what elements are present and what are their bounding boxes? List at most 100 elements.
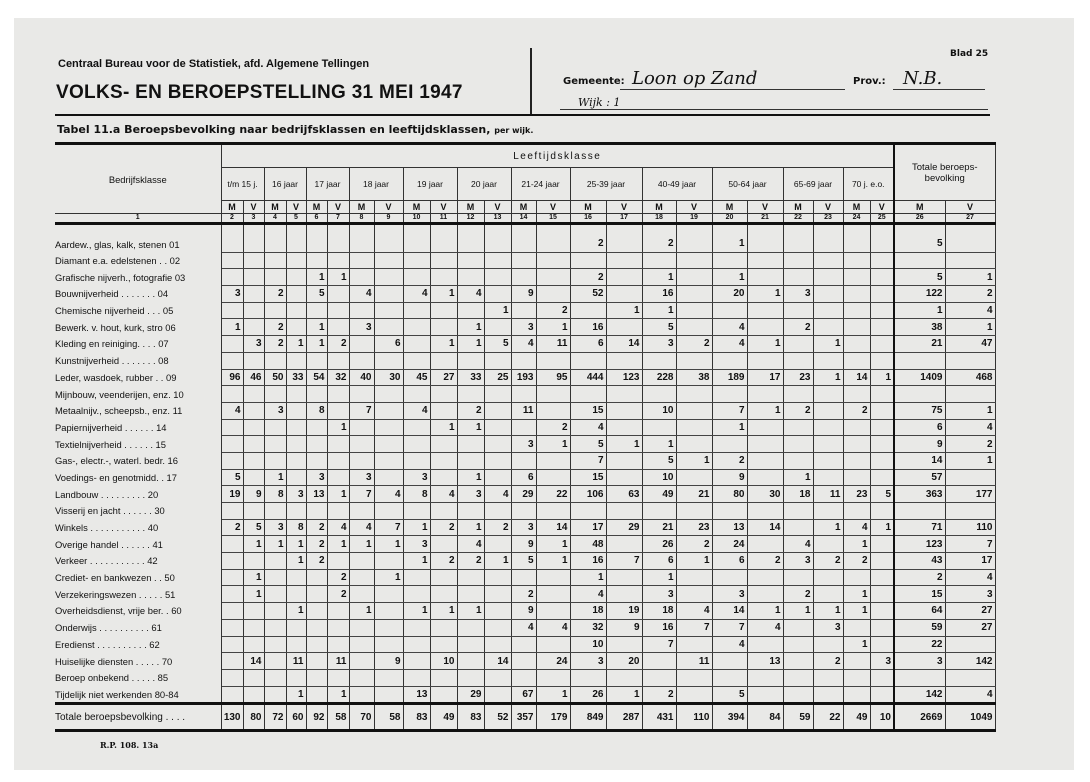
table-cell: [782, 686, 814, 705]
table-cell: [746, 535, 784, 554]
female-header: V: [242, 200, 265, 214]
table-cell: [285, 385, 307, 403]
table-cell: [305, 652, 328, 670]
male-header: M: [456, 200, 485, 214]
table-cell: 17: [746, 369, 784, 387]
totals-cell: 49: [429, 702, 458, 733]
table-cell: [641, 652, 677, 670]
table-cell: 1: [812, 369, 844, 387]
table-cell: 2: [812, 552, 844, 570]
table-cell: [348, 236, 375, 253]
industry-label: Grafische nijverh., fotografie 03: [55, 268, 222, 286]
table-cell: [242, 636, 265, 654]
table-cell: 6: [569, 335, 607, 353]
table-cell: 2: [456, 552, 485, 570]
table-cell: [326, 352, 350, 370]
table-cell: 11: [535, 335, 571, 353]
table-cell: 1: [535, 535, 571, 554]
table-cell: [242, 318, 265, 337]
table-cell: 1: [483, 302, 512, 320]
table-row: Bewerk. v. hout, kurk, stro 06 1 2 1 3 1 3 1 16 5…: [55, 318, 996, 337]
table-cell: 4: [402, 285, 431, 303]
female-header: V: [483, 200, 512, 214]
table-cell: [263, 452, 287, 470]
table-cell: [675, 318, 713, 337]
table-row: Aardew., glas, kalk, stenen 01 2 2 1 5: [55, 236, 996, 253]
table-cell: 32: [326, 369, 350, 387]
table-cell: [326, 669, 350, 687]
table-cell: 2: [569, 268, 607, 287]
spacer: [812, 223, 844, 236]
table-cell: 54: [305, 369, 328, 387]
table-cell: [812, 535, 844, 554]
total-header: Totale beroeps-bevolking: [893, 142, 996, 201]
table-cell: [285, 585, 307, 604]
table-cell: [746, 636, 784, 654]
table-cell: 1: [456, 519, 485, 537]
male-header: M: [510, 200, 537, 214]
table-cell: 2: [812, 652, 844, 670]
table-cell: [605, 669, 643, 687]
table-cell: [220, 352, 244, 370]
table-cell: [402, 585, 431, 604]
province-label: Prov.:: [853, 76, 886, 87]
table-cell: [402, 268, 431, 287]
table-cell: [782, 519, 814, 537]
column-number: 22: [782, 213, 814, 225]
table-cell: [263, 652, 287, 670]
table-cell: [812, 402, 844, 420]
table-cell: [348, 652, 375, 670]
table-cell: 1: [605, 302, 643, 320]
table-cell: [373, 318, 404, 337]
table-cell: 11: [285, 652, 307, 670]
column-number: 18: [641, 213, 677, 225]
table-cell: 6: [641, 552, 677, 570]
table-row: Leder, wasdoek, rubber . . 09 96 46 50 33 54 3…: [55, 369, 996, 387]
table-cell: [220, 686, 244, 705]
table-cell: [305, 452, 328, 470]
industry-label: Huiselijke diensten . . . . . 70: [55, 652, 222, 670]
table-cell: 3: [869, 652, 895, 670]
table-cell: 2: [711, 452, 748, 470]
table-cell: 142: [893, 686, 946, 705]
table-cell: [220, 268, 244, 287]
column-number: 23: [812, 213, 844, 225]
table-cell: [483, 352, 512, 370]
table-cell: 7: [348, 485, 375, 503]
table-cell: [746, 252, 784, 270]
totals-cell: 849: [569, 702, 607, 733]
female-header: V: [535, 200, 571, 214]
industry-label: Aardew., glas, kalk, stenen 01: [55, 236, 222, 253]
table-cell: [675, 469, 713, 487]
table-cell: 14: [746, 519, 784, 537]
table-cell: 1: [812, 602, 844, 620]
table-cell: 5: [641, 318, 677, 337]
table-cell: 5: [893, 236, 946, 253]
table-cell: [220, 569, 244, 587]
table-cell: 2: [746, 552, 784, 570]
table-cell: [869, 452, 895, 470]
table-cell: [220, 552, 244, 570]
table-title-suffix: per wijk.: [494, 126, 534, 135]
table-cell: [842, 236, 871, 253]
female-header: V: [605, 200, 643, 214]
table-cell: [641, 352, 677, 370]
table-cell: [842, 469, 871, 487]
table-cell: [675, 352, 713, 370]
table-cell: [263, 252, 287, 270]
male-header: M: [842, 200, 871, 214]
table-cell: [675, 402, 713, 420]
table-cell: [483, 252, 512, 270]
table-cell: [711, 669, 748, 687]
table-cell: 1: [535, 435, 571, 453]
table-cell: 1: [842, 602, 871, 620]
table-cell: 1: [746, 335, 784, 353]
table-cell: [842, 268, 871, 287]
totals-cell: 49: [842, 702, 871, 733]
table-cell: 1: [429, 335, 458, 353]
table-cell: [842, 352, 871, 370]
table-cell: 2: [842, 402, 871, 420]
table-cell: [242, 352, 265, 370]
table-cell: [285, 619, 307, 637]
table-cell: 1: [782, 469, 814, 487]
